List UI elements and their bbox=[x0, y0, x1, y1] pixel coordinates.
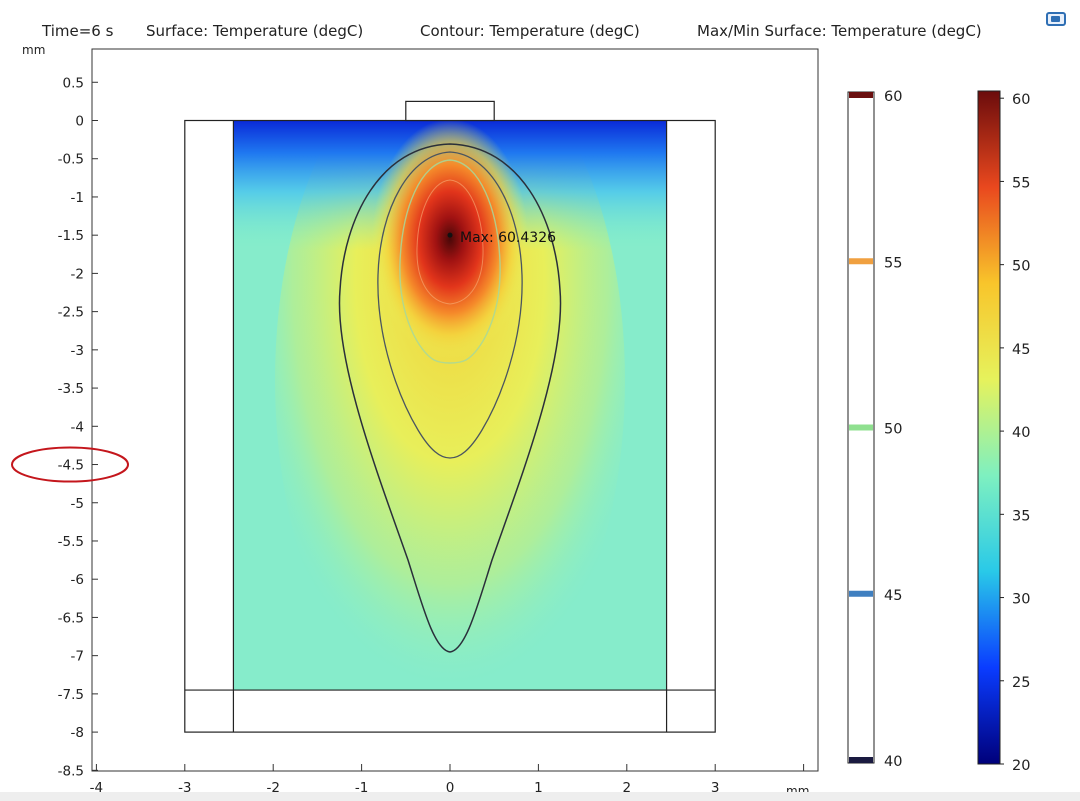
contour-level-swatch bbox=[849, 590, 873, 597]
top-pad bbox=[405, 100, 495, 122]
surface-colorbar-label: 35 bbox=[1012, 508, 1030, 524]
y-axis-unit: mm bbox=[22, 43, 45, 57]
field-hotspot bbox=[372, 120, 528, 359]
y-tick-label: -3 bbox=[71, 343, 84, 359]
y-tick-label: -7.5 bbox=[58, 687, 84, 703]
y-tick-label: -0.5 bbox=[58, 152, 84, 168]
temperature-surface bbox=[233, 120, 667, 691]
title-surface: Surface: Temperature (degC) bbox=[146, 22, 363, 40]
surface-colorbar-label: 40 bbox=[1012, 425, 1030, 441]
surface-colorbar-label: 55 bbox=[1012, 175, 1030, 191]
y-tick-label: 0.5 bbox=[63, 75, 84, 91]
y-tick-label: -1.5 bbox=[58, 228, 84, 244]
field-clip-group bbox=[233, 120, 667, 691]
y-tick-label: -6.5 bbox=[58, 610, 84, 626]
y-tick-label: -8 bbox=[71, 725, 84, 741]
contour-lines bbox=[338, 143, 562, 653]
contour-colorbar-label: 60 bbox=[884, 89, 902, 105]
y-tick-label: -4.5 bbox=[58, 458, 84, 474]
y-tick-label: -5.5 bbox=[58, 534, 84, 550]
contour-level-swatch bbox=[849, 258, 873, 265]
contour-colorbar-label: 50 bbox=[884, 422, 902, 438]
title-time: Time=6 s bbox=[41, 22, 114, 40]
contour-colorbar-label: 55 bbox=[884, 255, 902, 271]
contour-55 bbox=[416, 179, 484, 305]
surface-colorbar-label: 50 bbox=[1012, 259, 1030, 275]
x-axis-ticks: -4 -3 -2 -1 0 1 2 3 bbox=[90, 764, 805, 796]
annotations: Max: 60.4326 bbox=[447, 230, 556, 246]
contour-colorbar-label: 45 bbox=[884, 588, 902, 604]
highlight-ellipse bbox=[11, 446, 129, 483]
geometry-outline bbox=[184, 100, 716, 733]
surface-colorbar-label: 25 bbox=[1012, 675, 1030, 691]
field-warm-region bbox=[275, 120, 625, 691]
x-tick-label: 3 bbox=[711, 780, 720, 796]
contour-45 bbox=[377, 151, 523, 459]
surface-colorbar: 60 55 50 45 40 35 30 25 20 bbox=[977, 90, 1030, 774]
contour-level-swatch bbox=[849, 757, 873, 763]
export-icon[interactable] bbox=[1046, 12, 1066, 26]
x-tick-label: 2 bbox=[623, 780, 632, 796]
contour-level-swatch bbox=[849, 92, 873, 98]
bottom-scrollbar-strip bbox=[0, 792, 1080, 801]
surface-colorbar-label: 45 bbox=[1012, 342, 1030, 358]
max-label: Max: 60.4326 bbox=[460, 230, 556, 246]
y-tick-label: -2 bbox=[71, 266, 84, 282]
y-tick-label: -2.5 bbox=[58, 305, 84, 321]
y-tick-label: -4 bbox=[71, 419, 84, 435]
y-axis-ticks: 0.5 0 -0.5 -1 -1.5 -2 -2.5 -3 -3.5 -4 -4.5 -5 -5.5 -6… bbox=[11, 75, 129, 779]
surface-colorbar-gradient bbox=[977, 90, 1001, 765]
surface-colorbar-label: 20 bbox=[1012, 758, 1030, 774]
y-tick-label: -1 bbox=[71, 190, 84, 206]
surface-colorbar-label: 60 bbox=[1012, 92, 1030, 108]
contour-level-swatch bbox=[849, 424, 873, 431]
y-tick-label: -8.5 bbox=[58, 763, 84, 779]
max-point bbox=[447, 232, 453, 238]
contour-40 bbox=[338, 143, 562, 653]
y-tick-label: -7 bbox=[71, 649, 84, 665]
x-tick-label: 1 bbox=[534, 780, 543, 796]
y-tick-label: -3.5 bbox=[58, 381, 84, 397]
x-tick-label: 0 bbox=[446, 780, 455, 796]
plot-area-frame bbox=[91, 48, 819, 772]
title-maxmin: Max/Min Surface: Temperature (degC) bbox=[697, 22, 982, 40]
y-tick-label: -5 bbox=[71, 496, 84, 512]
title-contour: Contour: Temperature (degC) bbox=[420, 22, 640, 40]
y-tick-label: -6 bbox=[71, 572, 84, 588]
surface-colorbar-label: 30 bbox=[1012, 592, 1030, 608]
contour-colorbar: 60 55 50 45 40 bbox=[847, 89, 902, 770]
contour-50 bbox=[399, 159, 501, 364]
contour-colorbar-label: 40 bbox=[884, 754, 902, 770]
y-tick-label: 0 bbox=[75, 114, 84, 130]
